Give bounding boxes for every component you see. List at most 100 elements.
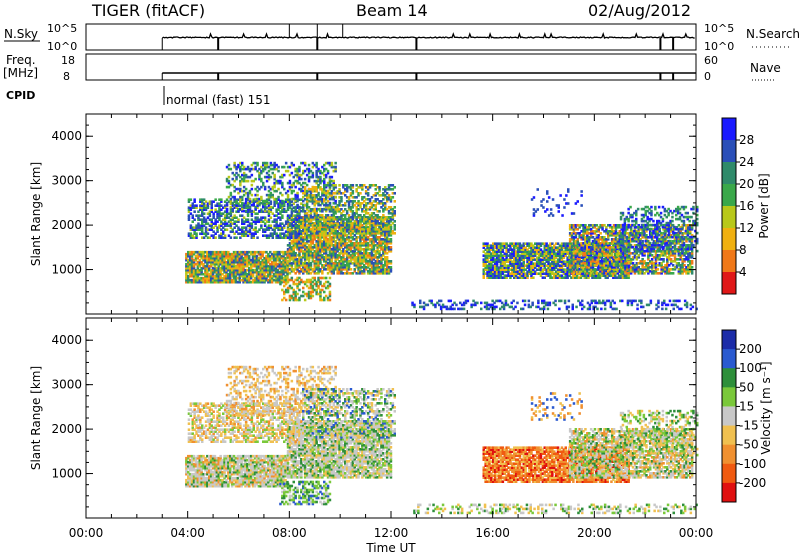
power-cell [281,193,284,197]
power-cell [324,294,328,298]
power-cell [353,226,356,229]
power-cell [267,209,271,213]
power-cell [185,274,188,278]
power-cell [319,181,322,185]
power-cell [246,179,250,183]
power-cell [246,165,250,169]
power-cell [374,234,377,237]
power-cell [275,224,278,227]
power-cell [307,196,311,199]
power-cell [393,212,396,215]
power-cell [359,260,362,263]
power-cell [260,220,263,223]
power-cell [230,252,234,256]
power-cell [384,222,387,225]
power-cell [336,230,339,233]
power-cell [202,266,205,270]
power-cell [279,202,282,205]
power-cell [336,238,339,241]
power-cell [229,266,232,270]
power-cell [370,238,374,241]
power-cell [251,250,255,254]
power-cell [269,210,273,213]
power-cell [263,260,266,264]
power-cell [296,282,299,286]
power-cell [384,224,387,227]
power-cell [321,270,324,273]
power-cell [300,268,303,271]
power-cell [384,244,387,247]
power-cell [241,177,244,181]
power-cell [351,216,355,219]
power-cell [334,205,337,209]
power-cell [284,230,288,233]
power-cell [256,216,259,219]
power-cell [192,252,196,256]
power-cell [347,230,351,233]
power-cell [240,250,243,254]
power-cell [223,224,227,227]
power-cell [223,268,226,272]
power-cell [355,252,358,255]
power-cell [336,264,339,267]
power-cell [225,272,228,276]
power-cell [267,173,271,177]
power-cell [269,234,273,237]
power-cell [242,268,245,272]
power-cell [364,186,368,189]
power-cell [238,270,241,274]
power-cell [338,238,341,241]
power-cell [267,206,271,209]
power-cell [257,276,261,280]
power-cell [378,210,381,213]
power-cell [302,161,305,165]
power-cell [265,199,269,203]
power-cell [302,189,305,193]
power-cell [235,220,238,223]
power-cell [209,256,213,260]
power-cell [332,216,335,219]
power-cell [311,228,315,231]
power-cell [229,268,232,272]
power-cell [189,224,193,227]
power-cell [313,244,316,247]
power-cell [319,290,322,294]
power-cell [248,167,252,171]
power-cell [234,264,238,268]
power-cell [231,201,234,205]
power-cell [324,192,328,195]
power-cell [338,266,341,269]
power-cell [332,165,335,169]
power-cell [324,268,328,271]
power-cell [324,218,328,221]
power-cell [374,200,377,203]
power-cell [302,290,305,294]
power-cell [246,254,249,258]
power-cell [288,278,292,282]
power-cell [340,212,343,215]
power-cell [290,163,294,167]
power-cell [288,205,292,209]
power-cell [241,167,244,171]
power-cell [288,165,292,169]
power-cell [311,202,315,205]
power-cell [229,260,232,264]
power-cell [353,244,356,247]
power-cell [332,212,335,215]
power-cell [382,252,385,255]
power-cell [255,278,259,282]
power-cell [387,206,391,209]
power-cell [342,248,345,251]
power-cell [302,181,305,185]
power-cell [250,167,254,171]
power-cell [387,240,391,243]
power-cell [189,236,193,239]
power-cell [298,205,301,209]
power-cell [241,209,244,213]
power-cell [385,264,389,267]
power-cell [384,196,387,199]
power-cell [313,238,316,241]
power-cell [202,250,205,254]
power-cell [309,209,313,213]
power-cell [241,228,244,231]
